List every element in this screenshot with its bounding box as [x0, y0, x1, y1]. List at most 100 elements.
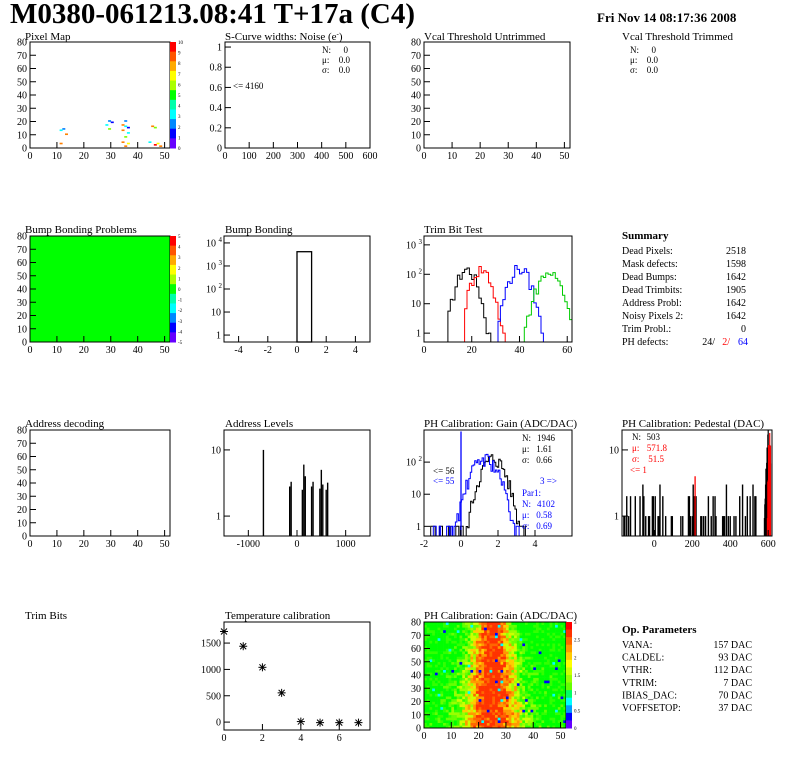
gain-map-cell — [505, 698, 509, 702]
gain-map-cell — [546, 688, 550, 692]
gain-map-cell — [557, 667, 561, 670]
gain-map-cell — [552, 706, 556, 710]
gain-map-cell — [434, 725, 438, 729]
gain-map-cell — [511, 661, 515, 665]
gain-map-cell — [516, 690, 520, 694]
gain-map-cell — [505, 714, 509, 718]
gain-map-cell — [440, 627, 444, 631]
gain-map-cell — [530, 706, 534, 710]
gain-map-cell — [426, 698, 430, 702]
gain-map-cell — [538, 706, 542, 710]
gain-map-cell — [434, 717, 438, 721]
gain-map-cell — [440, 653, 444, 657]
palette-swatch — [566, 720, 572, 729]
gain-map-cell — [508, 701, 512, 705]
gain-map-cell — [546, 709, 550, 713]
gain-map-cell — [473, 667, 477, 670]
gain-map-cell — [525, 696, 529, 700]
gain-map-cell — [440, 722, 444, 726]
gain-map-cell — [497, 629, 501, 633]
gain-map-cell — [535, 709, 539, 713]
y-tick-label: 80 — [411, 38, 421, 49]
gain-map-cell — [525, 659, 529, 663]
gain-map-cell — [527, 706, 531, 710]
gain-map-cell — [519, 653, 523, 657]
y-tick-label: 70 — [17, 51, 27, 62]
gain-map-cell — [560, 627, 564, 631]
gain-map-cell — [492, 661, 496, 665]
gain-map-cell — [432, 664, 436, 668]
y-tick-label: 40 — [17, 285, 27, 296]
gain-map-cell — [486, 682, 490, 686]
gain-map-cell — [557, 682, 561, 686]
gain-map-cell — [525, 656, 529, 660]
gain-map-cell — [454, 717, 458, 721]
pixel-cell — [151, 125, 155, 128]
gain-map-cell — [505, 717, 509, 721]
gain-map-cell — [481, 701, 485, 705]
gain-map-cell — [445, 714, 449, 718]
gain-map-cell — [492, 635, 496, 639]
gain-map-cell — [535, 635, 539, 639]
gain-map-cell — [462, 656, 466, 660]
gain-map-cell — [527, 709, 531, 713]
gain-map-cell — [500, 722, 504, 726]
gain-map-cell — [522, 669, 526, 673]
gain-map-cell — [563, 624, 567, 628]
y-tick-label: 0 — [416, 144, 421, 155]
gain-map-cell — [489, 709, 493, 713]
gain-map-cell — [552, 627, 556, 631]
gain-map-cell — [557, 725, 561, 729]
gain-map-cell — [535, 682, 539, 686]
gain-map-cell — [478, 651, 482, 655]
gain-map-cell — [464, 696, 468, 700]
gain-map-cell — [475, 698, 479, 702]
gain-map-cell — [549, 712, 553, 716]
gain-map-cell — [557, 627, 561, 631]
gain-map-cell — [459, 717, 463, 721]
gain-map-cell — [514, 704, 518, 708]
gain-map-cell — [459, 712, 463, 716]
gain-map-cell — [437, 656, 441, 660]
gain-map-cell — [443, 629, 447, 633]
gain-map-cell — [495, 637, 499, 641]
plot-title: PH Calibration: Pedestal (DAC) — [622, 418, 764, 430]
underflow-blue: <= 55 — [433, 476, 455, 486]
gain-map-cell — [484, 672, 488, 676]
gain-map-cell — [475, 720, 479, 723]
gain-map-cell — [538, 701, 542, 705]
gain-map-cell — [426, 685, 430, 689]
gain-map-cell — [467, 640, 471, 644]
gain-map-cell — [445, 632, 449, 636]
gain-map-cell — [448, 725, 452, 729]
gain-map-cell — [533, 717, 537, 721]
gain-map-cell — [454, 664, 458, 668]
gain-map-cell — [456, 725, 460, 729]
gain-map-cell — [424, 698, 428, 702]
gain-map-cell — [456, 712, 460, 716]
gain-map-cell — [434, 637, 438, 641]
gain-map-cell — [522, 709, 526, 713]
gain-map-cell — [451, 622, 455, 625]
gain-map-cell — [527, 653, 531, 657]
gain-map-cell — [443, 672, 447, 676]
gain-map-cell — [555, 709, 559, 713]
gain-map-cell — [525, 664, 529, 668]
gain-map-cell — [500, 672, 504, 676]
gain-map-cell — [525, 637, 529, 641]
gain-map-cell — [500, 635, 504, 639]
y-tick-label: 20 — [17, 117, 27, 128]
gain-map-cell — [454, 675, 458, 678]
gain-map-cell — [424, 627, 428, 631]
gain-map-cell — [535, 653, 539, 657]
gain-map-cell — [456, 622, 460, 625]
gain-map-cell — [516, 645, 520, 649]
pixel-cell — [121, 129, 125, 132]
y-tick-label: 10 — [17, 518, 27, 529]
gain-map-cell — [429, 688, 433, 692]
gain-map-cell — [473, 637, 477, 641]
gain-map-cell — [560, 659, 564, 663]
gain-map-cell — [527, 656, 531, 660]
gain-map-cell — [546, 677, 550, 681]
